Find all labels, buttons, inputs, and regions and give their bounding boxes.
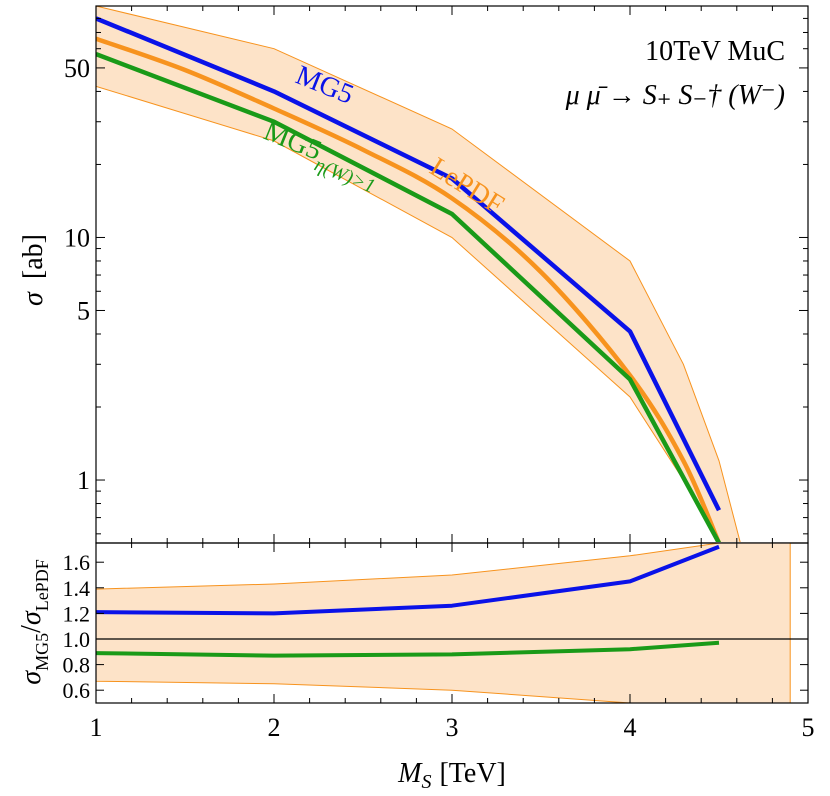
ratio-uncertainty-band [96, 543, 791, 703]
main-y-axis-title: σ [ab] [18, 234, 49, 306]
x-axis-title: MS [TeV] [397, 758, 506, 793]
xtick-label: 1 [90, 713, 103, 742]
xtick-label: 3 [446, 713, 459, 742]
main-series-line-0 [96, 16, 722, 512]
ratio-y-ticks: 0.60.81.01.21.41.6 [63, 550, 808, 703]
xtick-label: 2 [268, 713, 281, 742]
main-series-line-1 [96, 36, 722, 542]
sigma-symbol: σ [18, 291, 49, 306]
x-ticks: 1 2 3 4 5 [90, 6, 815, 742]
x-symbol-sub: S [421, 771, 431, 793]
ratio-den-sub: LePDF [32, 559, 52, 611]
x-symbol: M [397, 758, 423, 789]
ratio-den-symbol: σ [16, 610, 47, 625]
xtick-label: 5 [802, 713, 815, 742]
main-ytick-label: 5 [77, 296, 90, 325]
ratio-ytick-label: 0.6 [63, 678, 91, 703]
ratio-series-line-1 [96, 640, 720, 658]
ratio-y-axis-title: σMG5/σLePDF [16, 559, 52, 684]
annotation-collider: 10TeV MuC [645, 36, 785, 67]
main-y-ticks: 1 5 10 50 [64, 5, 808, 535]
ratio-ytick-label: 1.0 [63, 627, 91, 652]
xtick-label: 4 [624, 713, 637, 742]
ratio-series-line-0 [96, 544, 720, 616]
main-ytick-label: 10 [64, 223, 90, 252]
ratio-num-sub: MG5 [32, 633, 52, 671]
ratio-ytick-label: 1.4 [63, 576, 91, 601]
ratio-slash: / [16, 625, 47, 633]
ratio-ytick-label: 1.2 [63, 601, 91, 626]
ratio-ytick-label: 0.8 [63, 653, 91, 678]
main-ytick-label: 50 [64, 54, 90, 83]
ratio-ytick-label: 1.6 [63, 550, 91, 575]
annotation-process: μ μ̄ → S₊ S₋† (W⁻) [565, 80, 785, 111]
ratio-series-group [96, 544, 720, 658]
main-series-group [96, 16, 722, 542]
y-unit: [ab] [18, 234, 49, 279]
main-panel: 1 5 10 50 σ [ab] 10TeV MuC μ μ̄ → S₊ S₋† (W… [18, 5, 809, 544]
main-ytick-label: 1 [77, 466, 90, 495]
x-unit: [TeV] [439, 758, 505, 789]
main-series-line-2 [96, 51, 721, 542]
ratio-num-symbol: σ [16, 670, 47, 685]
